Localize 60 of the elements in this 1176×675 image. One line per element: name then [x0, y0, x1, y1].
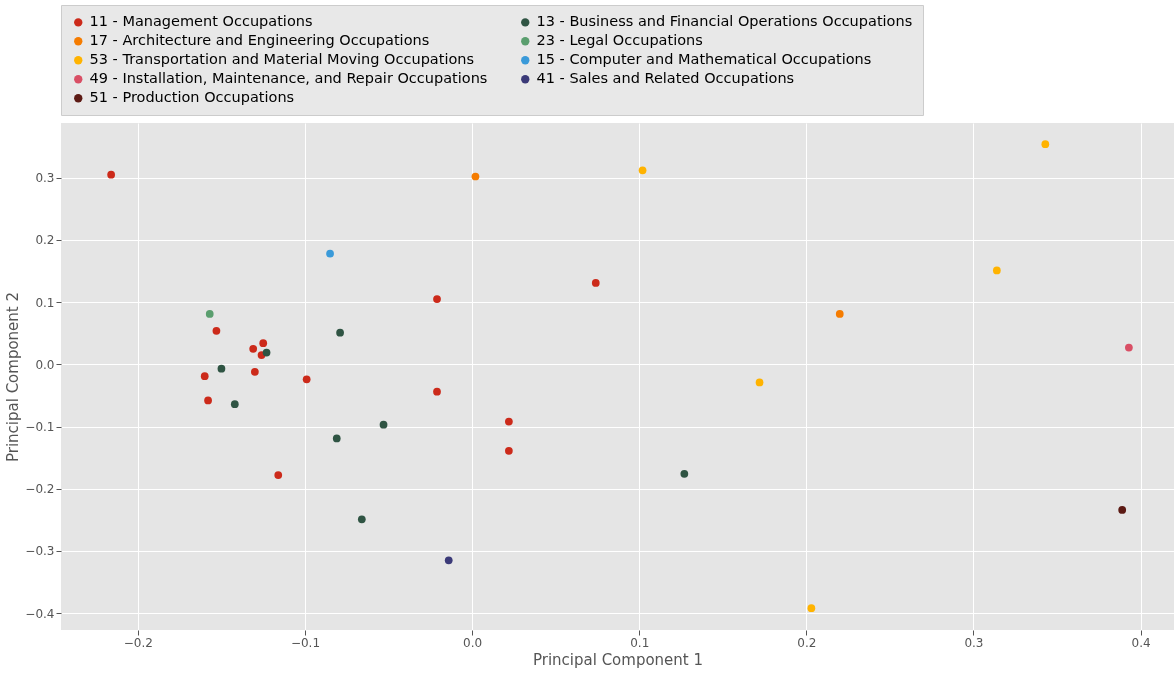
point [755, 378, 764, 387]
point [379, 420, 388, 429]
point [204, 396, 212, 405]
y-tick-label: 0.2 [35, 233, 55, 248]
x-tick-label: 0.3 [964, 635, 984, 650]
legend-label: 11 - Management Occupations [89, 13, 313, 30]
legend-label: 53 - Transportation and Material Moving Occupations [89, 51, 475, 68]
legend-label: 17 - Architecture and Engineering Occupations [89, 32, 430, 49]
x-axis-title: Principal Component 1 [532, 650, 704, 669]
point [471, 172, 480, 181]
point [336, 328, 344, 337]
point [1118, 506, 1127, 514]
point [249, 344, 258, 353]
y-axis-title: Principal Component 2 [4, 291, 23, 463]
legend-label: 13 - Business and Financial Operations Occupations [536, 13, 913, 30]
point [357, 515, 366, 524]
point [992, 266, 1001, 275]
point [433, 387, 441, 396]
x-tick-label: 0.2 [797, 635, 817, 650]
point [807, 604, 816, 613]
point [262, 348, 271, 357]
y-tick-label: −0.2 [25, 482, 55, 497]
point [274, 471, 283, 479]
point [230, 400, 239, 409]
point [326, 249, 334, 258]
point [680, 469, 689, 478]
point [250, 367, 259, 376]
point [217, 364, 226, 373]
point [1125, 343, 1133, 352]
point [205, 310, 214, 318]
legend-label: 23 - Legal Occupations [536, 32, 703, 49]
y-tick-label: −0.4 [25, 606, 55, 621]
point [332, 434, 341, 443]
point [835, 310, 844, 318]
point [200, 372, 209, 381]
point [1041, 140, 1050, 149]
point [107, 170, 116, 179]
x-tick-label: 0.1 [630, 635, 650, 650]
point [212, 326, 221, 335]
y-tick-label: 0.1 [35, 295, 55, 310]
legend-label: 51 - Production Occupations [89, 89, 295, 106]
legend-label: 15 - Computer and Mathematical Occupations [536, 51, 872, 68]
y-tick-label: 0.0 [35, 357, 55, 372]
y-tick-label: −0.1 [25, 420, 55, 435]
point [505, 446, 513, 455]
point [638, 166, 647, 175]
x-tick-label: 0.4 [1131, 635, 1151, 650]
y-tick-label: −0.3 [25, 544, 55, 559]
point [444, 556, 453, 565]
point [259, 339, 268, 348]
y-tick-label: 0.3 [35, 171, 55, 186]
legend-label: 41 - Sales and Related Occupations [536, 70, 795, 87]
point [505, 417, 513, 426]
x-tick-label: −0.1 [290, 635, 321, 650]
x-tick-label: 0.0 [463, 635, 483, 650]
point [302, 375, 311, 384]
point [591, 279, 600, 287]
legend-label: 49 - Installation, Maintenance, and Repair Occupations [89, 70, 488, 87]
point [433, 295, 441, 303]
x-tick-label: −0.2 [123, 635, 153, 650]
